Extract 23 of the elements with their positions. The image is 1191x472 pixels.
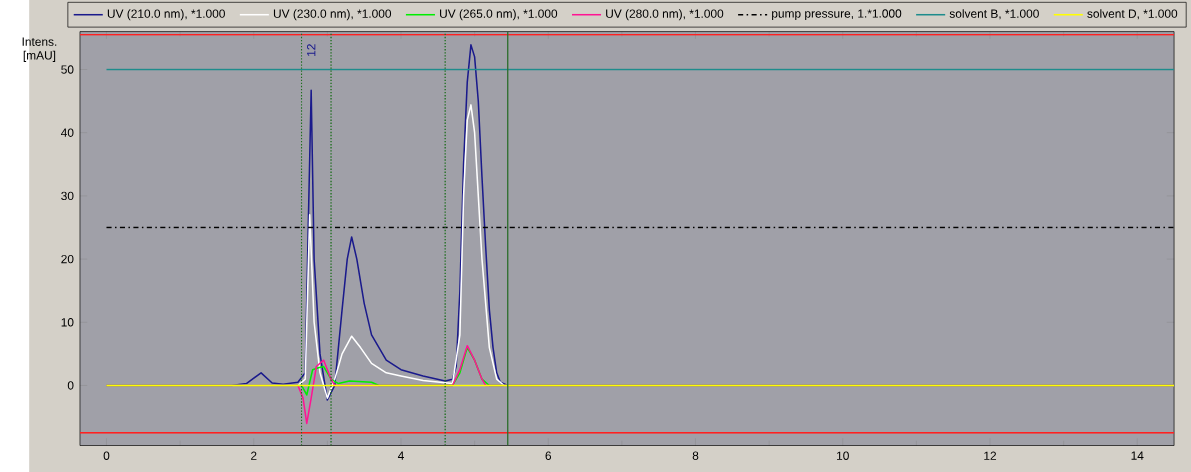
x-tick-label: 0 [103,451,110,460]
y-tick-label: 40 [60,128,74,137]
y-tick-label: 10 [61,318,74,327]
x-tick-label: 12 [984,451,997,460]
x-tick-label: 2 [251,451,257,460]
x-tick-label: 4 [397,451,404,460]
legend-label: pump pressure, 1.*1.000 [772,9,902,21]
y-tick-label: 0 [67,381,74,390]
legend-label: UV (210.0 nm), *1.000 [107,9,225,21]
y-tick-label: 20 [61,254,74,264]
legend-label: solvent D, *1.000 [1087,9,1178,20]
legend-label: UV (280.0 nm), *1.000 [606,9,724,21]
y-tick-label: 50 [61,65,74,74]
x-tick-label: 10 [837,451,849,460]
y-tick-label: 30 [61,191,74,201]
annotation: 12 [307,44,316,56]
x-tick-label: 8 [692,451,699,460]
legend-label: solvent B, *1.000 [949,9,1039,20]
legend-label: UV (230.0 nm), *1.000 [273,9,392,21]
x-tick-label: 6 [545,451,552,460]
y-axis-title: Intens. [mAU] [22,37,57,62]
x-tick-label: 14 [1131,451,1144,460]
legend-label: UV (265.0 nm), *1.000 [440,9,558,21]
